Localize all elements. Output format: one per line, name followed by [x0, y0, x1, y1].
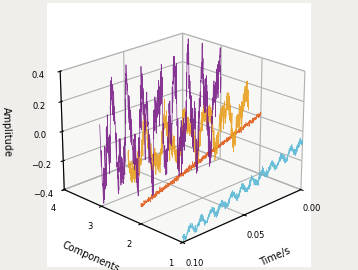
X-axis label: Time/s: Time/s: [258, 246, 292, 268]
Y-axis label: Components: Components: [60, 240, 120, 270]
